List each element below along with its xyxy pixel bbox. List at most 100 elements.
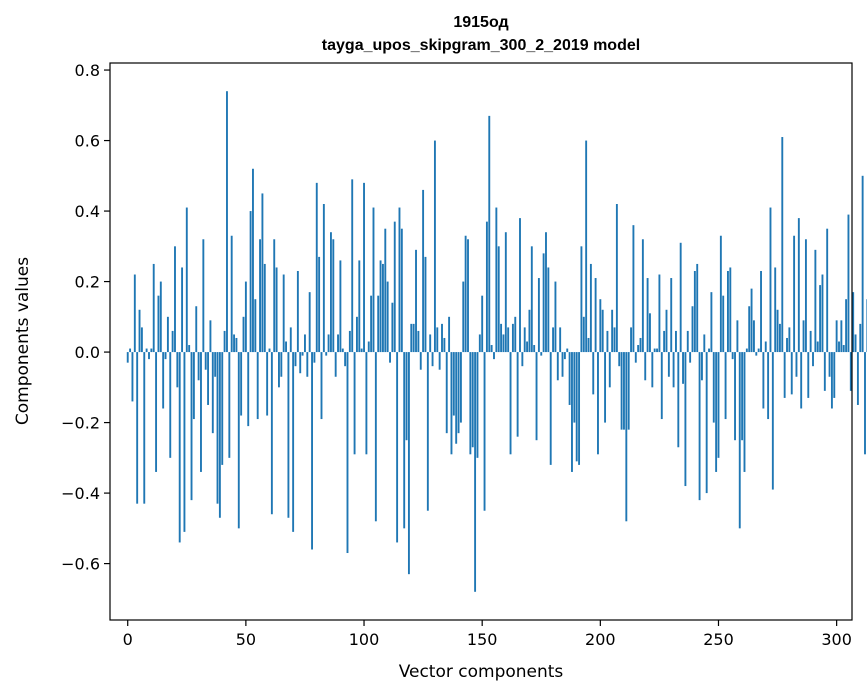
x-tick-label: 250 — [703, 630, 734, 649]
y-tick-label: 0.4 — [75, 202, 100, 221]
bar — [502, 334, 505, 353]
bar — [809, 330, 812, 353]
bar — [148, 352, 150, 360]
bar — [415, 249, 417, 353]
bar — [200, 352, 202, 472]
bar — [419, 352, 422, 370]
bar — [660, 352, 663, 420]
bar — [429, 334, 432, 353]
bar — [294, 352, 297, 367]
bar — [282, 274, 285, 353]
bar — [426, 352, 429, 511]
bar — [637, 345, 640, 353]
bar — [597, 352, 599, 455]
bar — [552, 327, 555, 353]
bar — [830, 352, 833, 409]
bar — [462, 281, 465, 353]
bar — [181, 267, 184, 353]
bar — [783, 352, 786, 398]
bar — [263, 263, 266, 353]
bar — [845, 299, 848, 353]
bar — [615, 204, 618, 353]
bar — [582, 316, 585, 353]
bar — [301, 352, 304, 356]
bar — [410, 323, 413, 353]
bar-series — [126, 91, 867, 592]
bar — [289, 327, 292, 353]
x-axis-label: Vector components — [399, 662, 564, 682]
bar — [819, 285, 822, 353]
bar — [679, 242, 682, 353]
bar — [634, 352, 637, 363]
bar — [594, 278, 597, 353]
bar — [606, 330, 609, 353]
bar — [663, 330, 666, 353]
bar — [750, 288, 753, 353]
bar — [722, 295, 725, 353]
bar — [424, 256, 427, 353]
bar — [228, 352, 231, 458]
bar — [431, 352, 434, 367]
bar — [306, 352, 309, 377]
bar — [537, 278, 540, 353]
bar — [689, 352, 692, 363]
bar — [363, 182, 365, 353]
bar — [443, 337, 446, 353]
bar — [322, 204, 325, 353]
bar — [445, 352, 448, 434]
chart-title: 1915од — [453, 14, 508, 31]
y-axis-label: Components values — [13, 257, 33, 425]
bar — [682, 352, 684, 384]
bar — [618, 352, 621, 367]
x-axis: 0 50 100 150 200 250 300 — [123, 620, 852, 649]
bar — [230, 235, 233, 353]
bar — [521, 352, 524, 367]
bar — [495, 207, 498, 353]
bar — [273, 239, 276, 353]
bar — [611, 309, 614, 353]
bar — [774, 267, 777, 353]
bar — [478, 334, 481, 353]
bar — [214, 352, 217, 377]
bar — [389, 352, 391, 363]
bar — [620, 352, 623, 430]
chart-subtitle: tayga_upos_skipgram_300_2_2019 model — [322, 37, 640, 54]
bar — [448, 316, 451, 353]
bar — [573, 352, 576, 423]
bar — [355, 316, 358, 353]
bar — [358, 260, 361, 353]
bar — [540, 352, 543, 356]
bar — [781, 137, 784, 353]
bar — [814, 249, 817, 353]
bar — [599, 299, 602, 353]
y-tick-label: 0.8 — [75, 61, 100, 80]
bar — [578, 352, 581, 465]
bar — [221, 352, 224, 465]
bar — [653, 348, 656, 353]
bar — [278, 352, 280, 388]
bar — [745, 348, 748, 353]
x-tick-label: 100 — [349, 630, 380, 649]
bar — [308, 292, 311, 353]
bar — [202, 239, 205, 353]
bar — [381, 263, 384, 353]
bar — [528, 309, 531, 353]
bar — [270, 352, 273, 515]
bar — [849, 352, 852, 391]
bar — [211, 352, 214, 434]
bar — [568, 352, 571, 405]
bar — [327, 334, 330, 353]
bar — [864, 352, 866, 455]
bar — [840, 320, 843, 353]
bar — [190, 352, 193, 501]
bar — [778, 323, 781, 353]
bar — [854, 334, 857, 353]
bar — [719, 235, 722, 353]
bar — [140, 327, 143, 353]
bar — [367, 341, 370, 353]
bar — [441, 323, 443, 353]
bar — [639, 337, 642, 353]
bar — [313, 352, 316, 363]
bar — [795, 352, 798, 377]
